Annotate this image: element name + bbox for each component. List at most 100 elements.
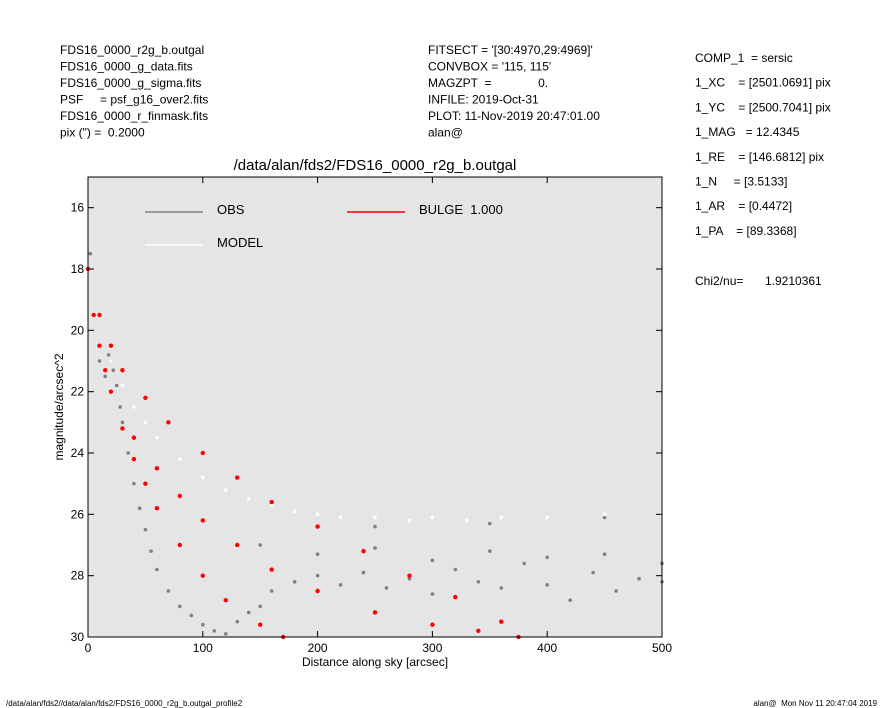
x-tick-label: 400 (537, 641, 557, 655)
data-point (373, 546, 377, 550)
x-tick-label: 300 (422, 641, 442, 655)
data-point (315, 552, 320, 556)
data-point (338, 583, 343, 587)
header-right-line: COMP_1 = sersic (695, 51, 793, 65)
data-point (315, 588, 320, 594)
header-right-line: 1_RE = [146.6812] pix (695, 150, 824, 164)
data-point (178, 604, 182, 609)
data-point (476, 628, 481, 634)
data-point (602, 512, 607, 517)
data-point (166, 420, 171, 425)
data-point (91, 312, 96, 318)
header-right-line: 1_YC = [2500.7041] pix (695, 100, 831, 114)
data-point (177, 542, 183, 548)
data-point (212, 629, 217, 633)
data-point (143, 527, 148, 532)
y-tick-label: 22 (71, 385, 85, 399)
data-point (545, 583, 549, 587)
plot-frame (87, 176, 663, 638)
data-point (120, 426, 125, 431)
data-point (235, 619, 240, 624)
header-middle-line: MAGZPT = 0. (428, 76, 548, 90)
data-point (111, 368, 116, 373)
data-point (258, 622, 263, 627)
x-tick-label: 500 (652, 641, 672, 655)
y-tick-label: 24 (71, 446, 85, 460)
data-point (373, 515, 377, 520)
data-point (453, 594, 458, 600)
data-point (120, 420, 125, 425)
data-point (315, 512, 320, 517)
y-tick-label: 28 (71, 569, 85, 583)
data-point (269, 589, 274, 593)
data-point (200, 573, 205, 578)
data-point (407, 518, 412, 523)
data-point (258, 604, 263, 609)
data-point (258, 543, 263, 547)
header-middle-line: alan@ (428, 126, 463, 140)
data-point (315, 573, 320, 578)
x-tick-label: 0 (85, 641, 92, 655)
header-left-line: pix (") = 0.2000 (60, 126, 145, 140)
header-left-line: FDS16_0000_r_finmask.fits (60, 109, 208, 123)
chi2-value: 1.9210361 (765, 274, 822, 288)
data-point (178, 457, 182, 461)
data-point (591, 570, 595, 575)
data-point (235, 475, 240, 480)
data-point (114, 383, 119, 388)
data-point (189, 613, 194, 618)
data-point (430, 558, 435, 563)
data-point (361, 548, 366, 554)
data-point (200, 518, 205, 523)
footer-left: /data/alan/fds2//data/alan/fds2/FDS16_00… (6, 699, 243, 708)
data-point (149, 549, 153, 553)
data-point (269, 567, 274, 572)
header-middle-line: PLOT: 11-Nov-2019 20:47:01.00 (428, 109, 600, 123)
data-point (97, 359, 102, 363)
y-tick-label: 16 (71, 201, 85, 215)
data-point (177, 493, 183, 499)
data-point (453, 567, 458, 572)
legend-label: BULGE 1.000 (419, 202, 503, 217)
y-tick-label: 30 (71, 630, 85, 644)
footer-right: alan@ Mon Nov 11 20:47:04 2019 (753, 699, 877, 708)
data-point (499, 586, 504, 590)
data-point (292, 580, 297, 584)
header-right-line: 1_XC = [2501.0691] pix (695, 76, 831, 90)
data-point (430, 622, 435, 627)
data-point (488, 549, 492, 553)
data-point (372, 610, 378, 615)
data-point (269, 503, 274, 507)
data-point (132, 405, 136, 409)
data-point (568, 598, 572, 602)
data-point (235, 542, 240, 548)
data-point (200, 450, 205, 456)
data-point (155, 567, 159, 572)
data-point (155, 435, 159, 440)
data-point (602, 515, 607, 520)
data-point (361, 570, 366, 575)
header-middle-line: CONVBOX = '115, 115' (428, 60, 551, 74)
header-left-line: FDS16_0000_g_data.fits (60, 60, 193, 74)
data-point (499, 515, 504, 520)
x-axis-label: Distance along sky [arcsec] (302, 655, 448, 669)
data-point (614, 589, 618, 593)
chi2-label: Chi2/nu= (695, 274, 743, 288)
header-right-line: 1_PA = [89.3368] (695, 224, 797, 238)
data-point (143, 481, 148, 486)
x-tick-label: 200 (308, 641, 328, 655)
plot-background (88, 177, 662, 637)
data-point (109, 359, 113, 363)
data-point (465, 518, 469, 523)
data-point (246, 610, 251, 615)
data-point (201, 622, 205, 627)
data-point (407, 576, 412, 581)
data-point (166, 589, 171, 593)
data-point (223, 598, 228, 603)
data-point (97, 312, 102, 318)
data-point (131, 435, 137, 440)
y-tick-label: 20 (71, 323, 85, 337)
marks (85, 251, 664, 640)
data-point (269, 499, 274, 505)
header-left-line: PSF = psf_g16_over2.fits (60, 93, 208, 107)
